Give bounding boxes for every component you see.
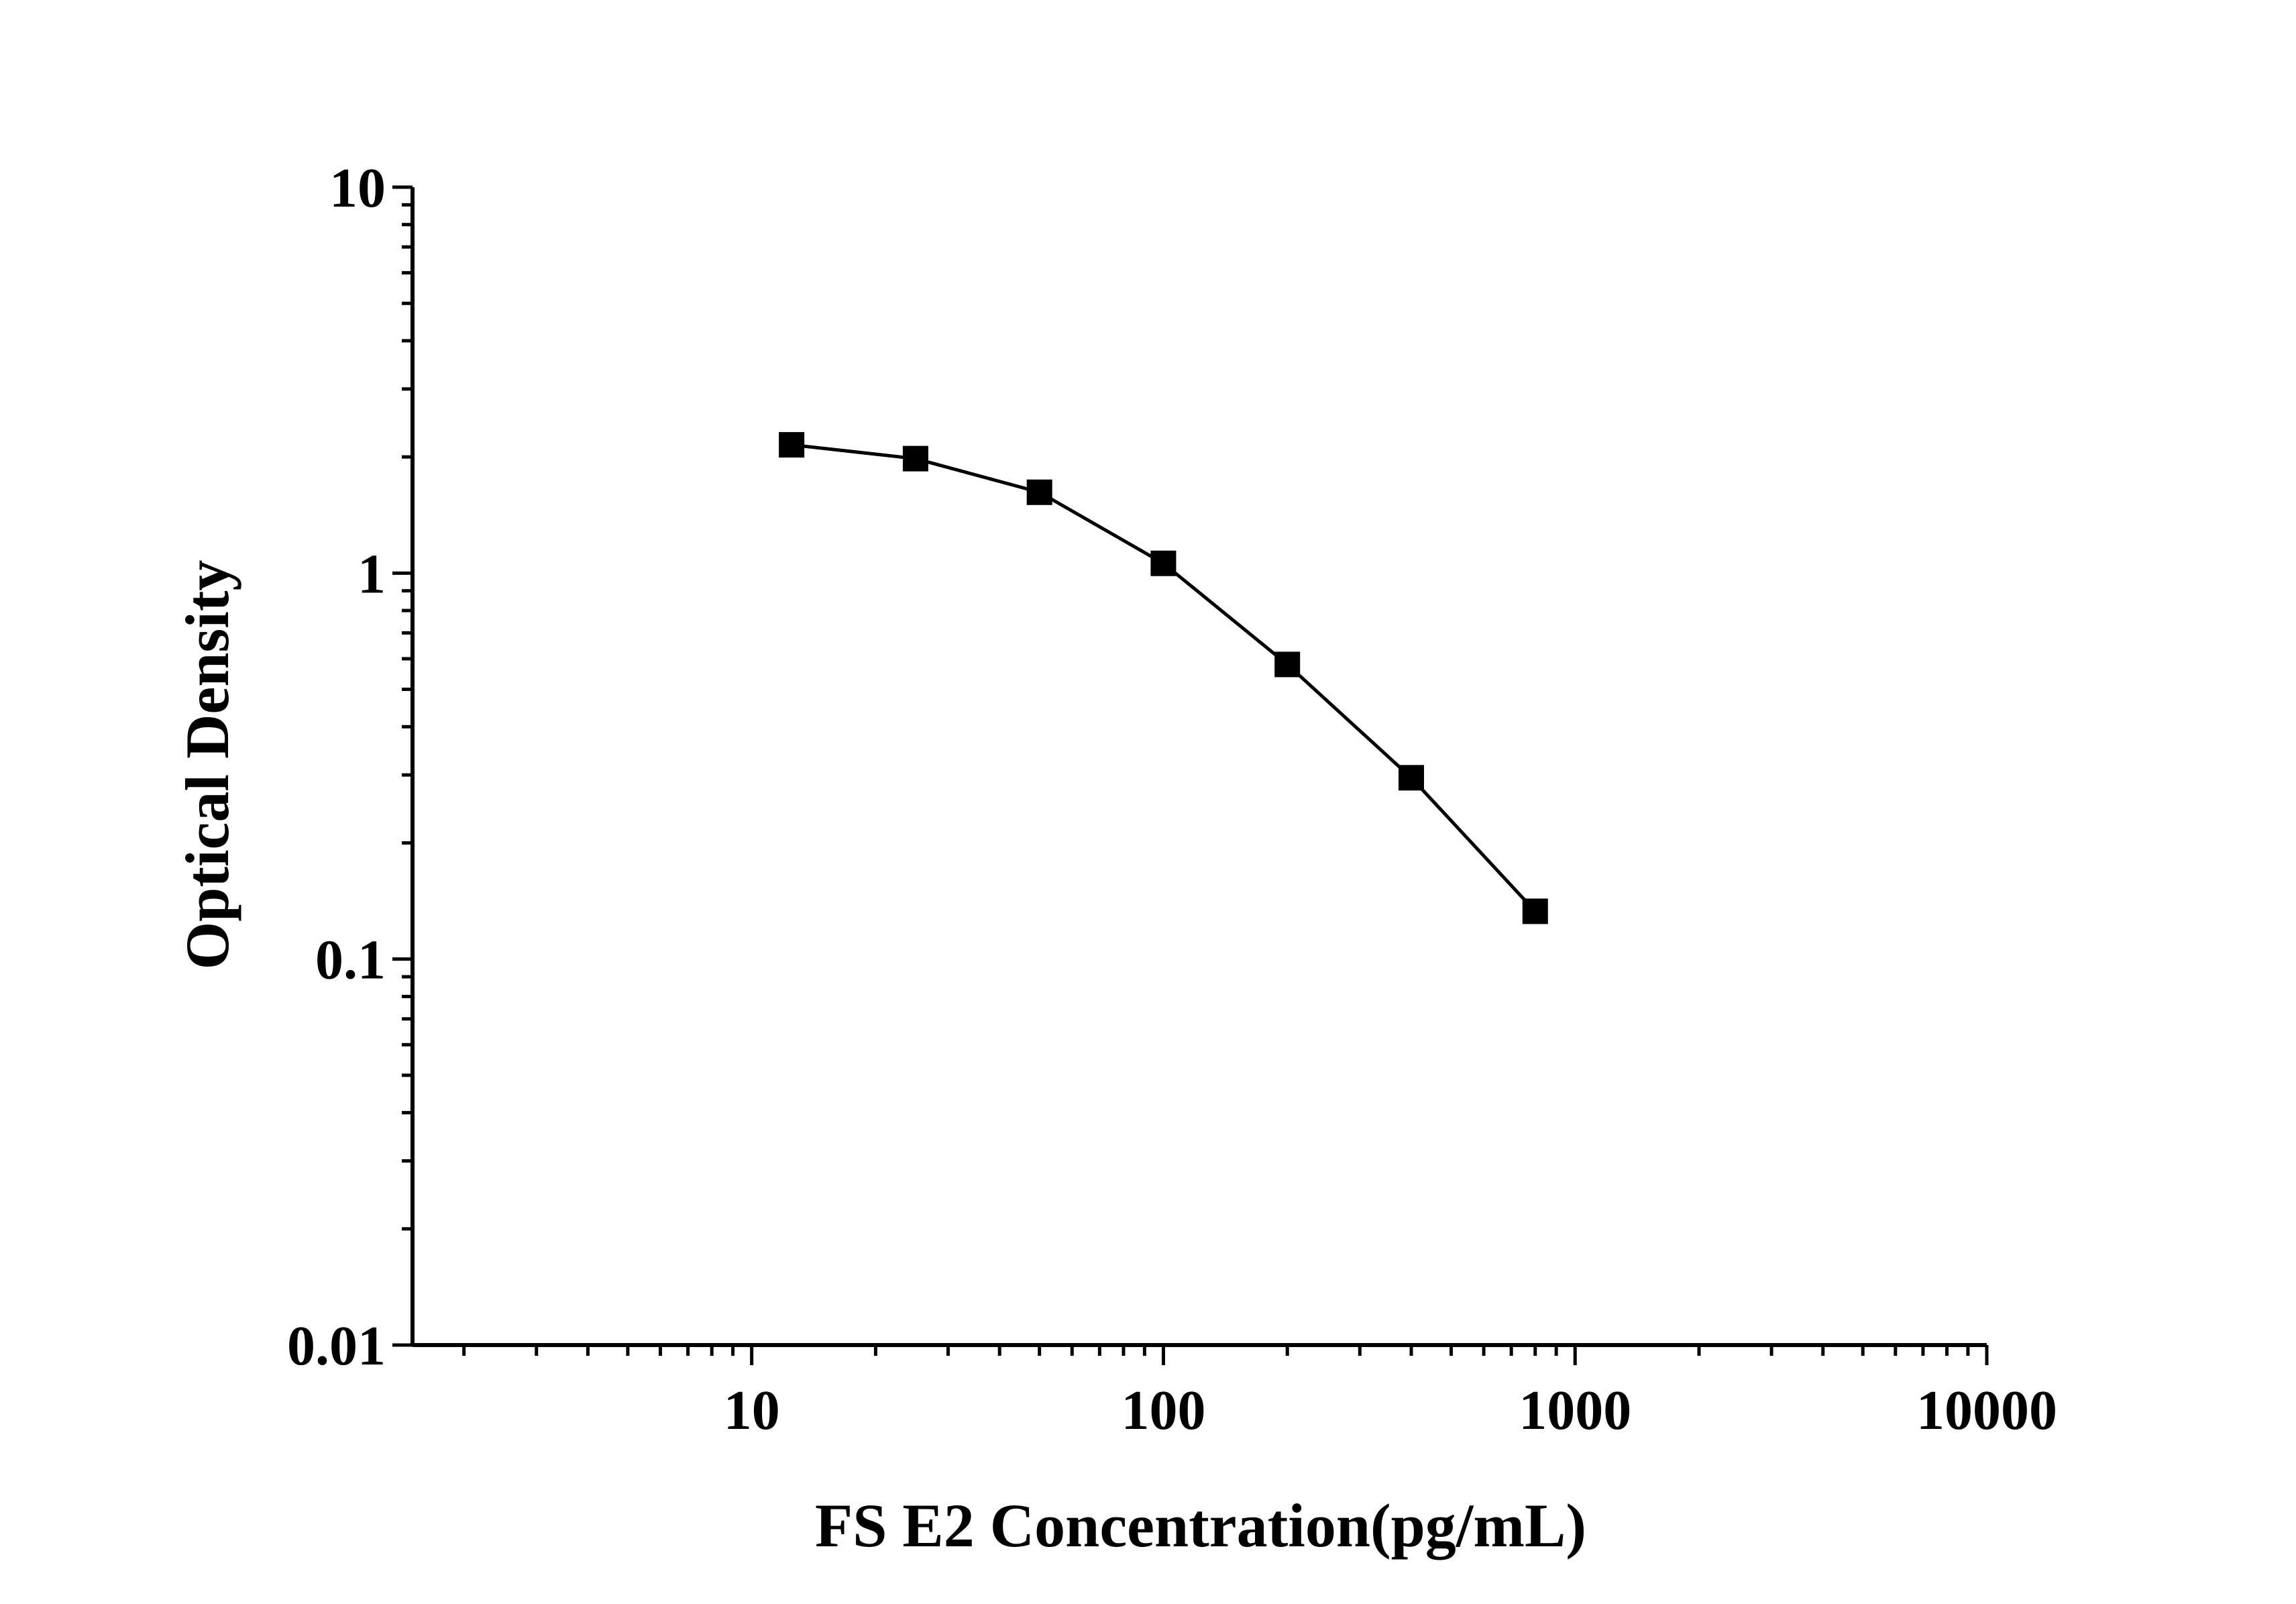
- data-point-marker: [1274, 651, 1301, 678]
- y-axis-title: Optical Density: [173, 560, 241, 970]
- x-tick-label: 10: [724, 1379, 780, 1442]
- x-tick-label: 10000: [1916, 1379, 2057, 1442]
- x-tick-labels: 10 100 1000 10000: [724, 1379, 2057, 1442]
- y-ticks: [392, 185, 413, 1347]
- data-point-marker: [1398, 765, 1424, 791]
- data-point-marker: [902, 445, 928, 472]
- data-point-marker: [1026, 479, 1052, 505]
- x-tick-label: 100: [1121, 1379, 1205, 1442]
- y-tick-labels: 0.01 0.1 1 10: [287, 157, 386, 1377]
- y-tick-label: 0.01: [287, 1315, 386, 1377]
- x-tick-label: 1000: [1519, 1379, 1631, 1442]
- series-line: [791, 443, 1537, 913]
- y-tick-label: 10: [329, 157, 386, 219]
- x-axis-title: FS E2 Concentration(pg/mL): [815, 1491, 1586, 1560]
- series: [779, 432, 1548, 924]
- y-tick-label: 1: [358, 543, 386, 605]
- axes: [411, 187, 1987, 1347]
- data-point-marker: [1522, 898, 1548, 924]
- x-ticks: [462, 1345, 1989, 1365]
- y-tick-label: 0.1: [315, 929, 386, 992]
- data-point-marker: [779, 432, 805, 458]
- data-point-marker: [1150, 550, 1177, 576]
